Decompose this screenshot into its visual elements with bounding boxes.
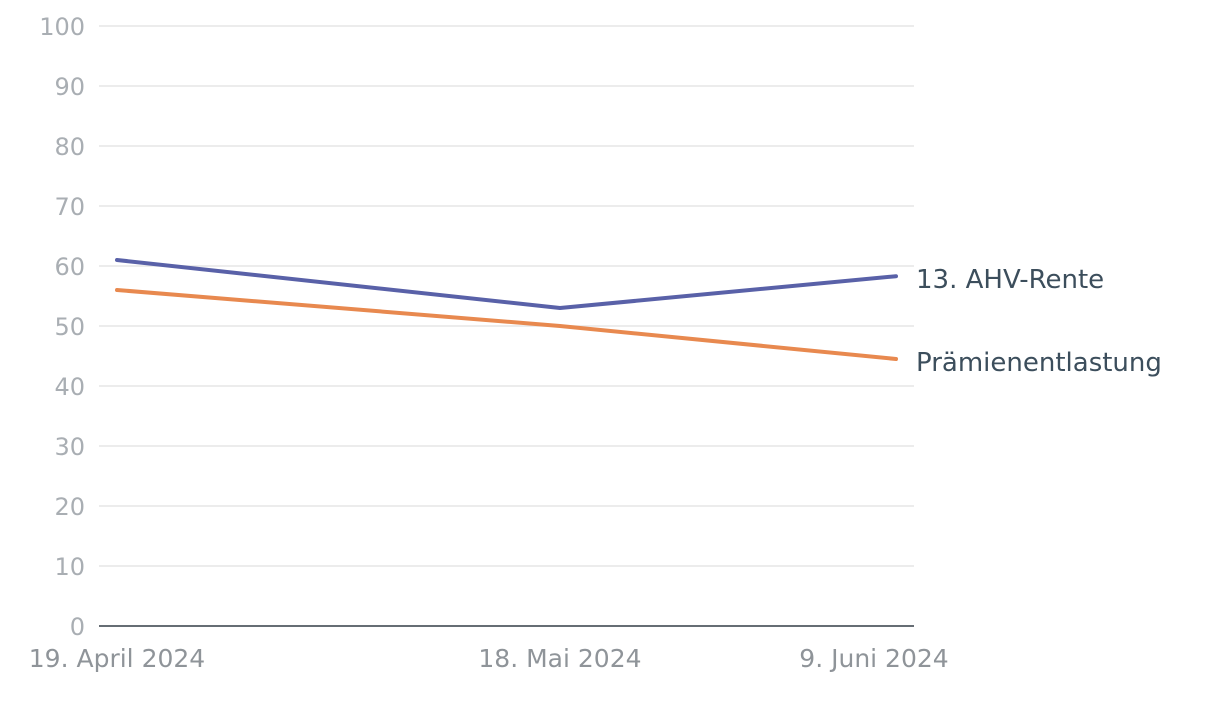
- y-tick-label: 70: [54, 193, 85, 221]
- series-lines: [115, 258, 898, 361]
- series-line: [115, 288, 898, 361]
- x-tick-label: 19. April 2024: [29, 644, 205, 673]
- x-tick-label: 9. Juni 2024: [799, 644, 948, 673]
- y-tick-label: 40: [54, 373, 85, 401]
- series-label: Prämienentlastung: [916, 348, 1162, 378]
- y-tick-label: 100: [39, 13, 85, 41]
- y-tick-label: 20: [54, 493, 85, 521]
- y-axis: 0 10 20 30 40 50 60 70 80 90 100: [39, 13, 85, 641]
- x-axis: 19. April 2024 18. Mai 2024 9. Juni 2024: [29, 625, 949, 673]
- series-label: 13. AHV-Rente: [916, 265, 1104, 295]
- y-tick-label: 80: [54, 133, 85, 161]
- y-tick-label: 0: [70, 613, 85, 641]
- y-tick-label: 90: [54, 73, 85, 101]
- y-tick-label: 50: [54, 313, 85, 341]
- series-labels: 13. AHV-Rente Prämienentlastung: [916, 265, 1162, 378]
- x-tick-label: 18. Mai 2024: [478, 644, 641, 673]
- series-line: [115, 258, 898, 310]
- y-tick-label: 10: [54, 553, 85, 581]
- y-tick-label: 60: [54, 253, 85, 281]
- gridlines: [99, 25, 914, 567]
- y-tick-label: 30: [54, 433, 85, 461]
